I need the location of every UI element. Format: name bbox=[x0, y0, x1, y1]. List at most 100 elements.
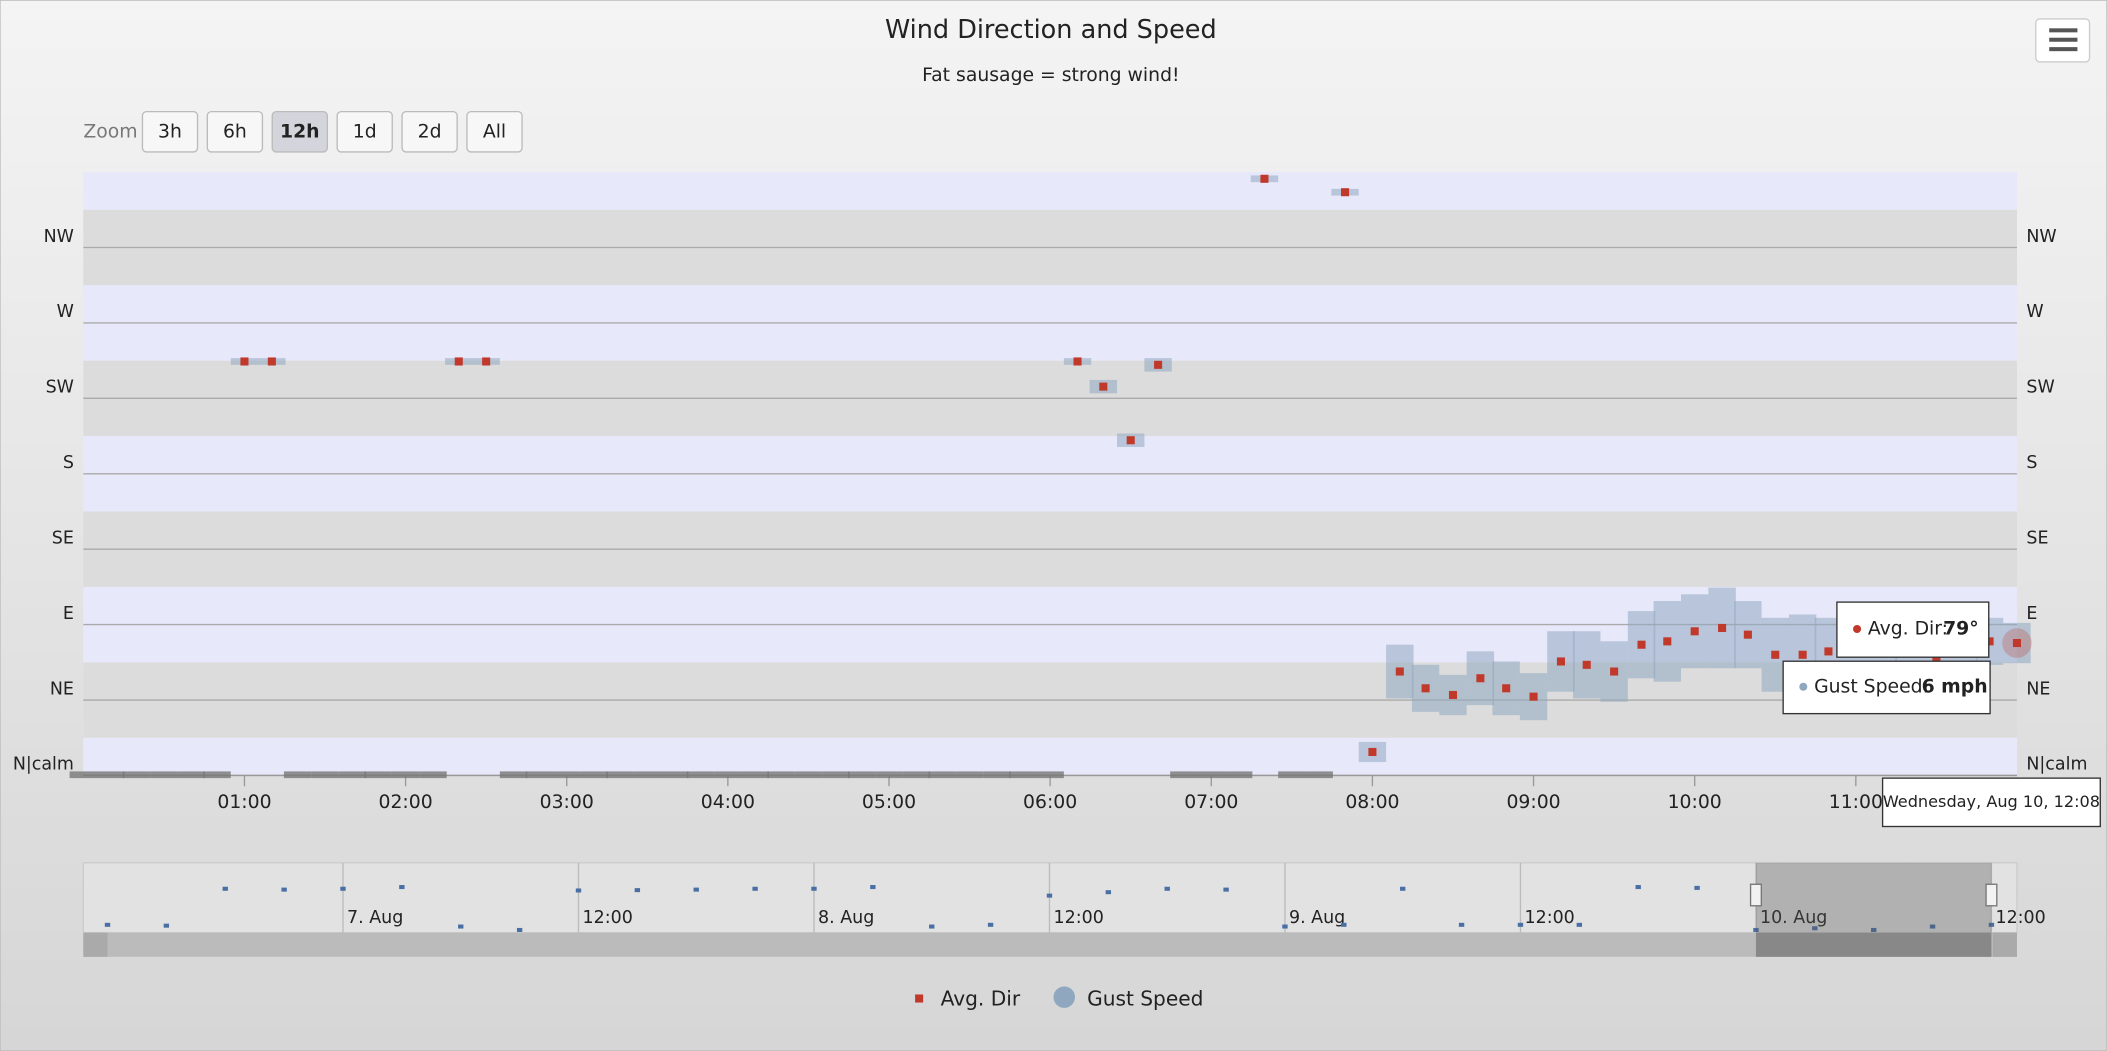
navigator-point bbox=[1400, 886, 1406, 891]
navigator-point bbox=[870, 885, 876, 890]
navigator-tick-label: 12:00 bbox=[1054, 908, 1104, 928]
navigator-point bbox=[1576, 922, 1583, 927]
navigator-point bbox=[1871, 927, 1877, 932]
calm-marker bbox=[177, 771, 205, 779]
navigator-point bbox=[811, 886, 817, 891]
zoom-button-label: 6h bbox=[223, 121, 247, 142]
dir-marker bbox=[482, 357, 491, 366]
zoom-button-label: 3h bbox=[158, 121, 182, 142]
x-tick-label: 03:00 bbox=[540, 792, 594, 813]
navigator-point bbox=[1753, 927, 1759, 932]
calm-marker bbox=[364, 771, 392, 779]
calm-marker bbox=[794, 771, 823, 779]
dir-marker bbox=[2012, 639, 2021, 648]
calm-marker bbox=[1278, 771, 1306, 779]
dir-marker bbox=[1743, 630, 1752, 639]
dir-marker bbox=[1126, 436, 1135, 445]
navigator-point bbox=[575, 888, 582, 893]
navigator-point bbox=[1341, 922, 1347, 927]
dir-marker bbox=[1260, 174, 1269, 183]
scrollbar-right[interactable] bbox=[1992, 932, 2017, 957]
dir-marker bbox=[1556, 657, 1565, 666]
dir-marker bbox=[1476, 674, 1485, 683]
dir-marker bbox=[1448, 690, 1458, 700]
dir-marker bbox=[1154, 360, 1163, 369]
dir-marker bbox=[1099, 382, 1108, 391]
navigator-point bbox=[1223, 887, 1229, 892]
calm-marker bbox=[875, 771, 903, 779]
navigator-handle[interactable] bbox=[1985, 883, 1998, 907]
dir-marker bbox=[1368, 747, 1377, 757]
navigator-handle[interactable] bbox=[1749, 883, 1762, 907]
navigator-tick-label: 8. Aug bbox=[818, 908, 874, 928]
calm-marker bbox=[822, 771, 850, 779]
calm-marker bbox=[660, 771, 689, 779]
zoom-button[interactable]: 6h bbox=[206, 110, 264, 153]
navigator-point bbox=[1458, 922, 1465, 927]
y-tick-label: N|calm bbox=[13, 755, 74, 775]
dir-marker bbox=[267, 357, 276, 366]
y2-tick-label: NE bbox=[2026, 679, 2050, 699]
navigator-point bbox=[693, 887, 699, 892]
zoom-button[interactable]: 3h bbox=[141, 110, 199, 153]
calm-marker bbox=[419, 771, 447, 779]
navigator-tick-label: 7. Aug bbox=[347, 908, 403, 928]
dir-marker bbox=[1340, 188, 1350, 197]
calm-marker bbox=[203, 771, 231, 779]
dir-marker bbox=[1798, 650, 1807, 659]
dir-marker bbox=[1610, 667, 1619, 676]
dir-marker bbox=[1932, 654, 1941, 663]
x-tick-label: 07:00 bbox=[1184, 792, 1238, 813]
x-tick-label: 06:00 bbox=[1023, 792, 1077, 813]
dir-marker bbox=[1582, 660, 1591, 669]
scrollbar-left[interactable] bbox=[83, 932, 108, 957]
calm-marker bbox=[902, 771, 931, 779]
navigator-tick-label: 12:00 bbox=[583, 908, 633, 928]
dir-marker bbox=[240, 357, 249, 366]
dir-marker bbox=[1824, 647, 1833, 656]
x-tick-label: 05:00 bbox=[862, 792, 916, 813]
zoom-button[interactable]: All bbox=[466, 110, 523, 153]
calm-marker bbox=[553, 771, 581, 779]
calm-marker bbox=[69, 771, 98, 779]
x-tick-label: 11:00 bbox=[1829, 792, 1883, 813]
legend-label[interactable]: Avg. Dir bbox=[941, 986, 1021, 1010]
y-tick-label: SE bbox=[52, 528, 74, 548]
tooltip-value: 6 mph bbox=[1922, 676, 1988, 697]
calm-marker bbox=[686, 771, 715, 779]
plot-band bbox=[83, 737, 2017, 776]
calm-marker bbox=[1197, 771, 1225, 779]
tooltip-value: 79° bbox=[1943, 618, 1979, 639]
menu-button[interactable] bbox=[2035, 18, 2091, 63]
calm-marker bbox=[1224, 771, 1253, 779]
dir-marker bbox=[454, 357, 463, 366]
y-tick-label: NW bbox=[44, 227, 74, 247]
calm-marker bbox=[122, 771, 151, 779]
calm-marker bbox=[525, 771, 554, 779]
navigator-point bbox=[281, 887, 287, 892]
zoom-button-box bbox=[271, 110, 329, 153]
y-tick-label: SW bbox=[46, 378, 74, 398]
zoom-button-box bbox=[401, 110, 458, 153]
navigator-selection bbox=[1755, 862, 1992, 933]
calm-marker bbox=[741, 771, 769, 779]
y2-tick-label: N|calm bbox=[2026, 755, 2087, 775]
calm-marker bbox=[580, 771, 608, 779]
y2-tick-label: SE bbox=[2026, 528, 2048, 548]
navigator-point bbox=[1635, 885, 1641, 890]
x-tick-label: 10:00 bbox=[1668, 792, 1722, 813]
calm-marker bbox=[338, 771, 367, 779]
tooltip-date: Wednesday, Aug 10, 12:08 bbox=[1883, 792, 2100, 811]
scrollbar-thumb[interactable] bbox=[1755, 932, 1992, 957]
zoom-button[interactable]: 1d bbox=[336, 110, 393, 153]
legend-label[interactable]: Gust Speed bbox=[1087, 986, 1203, 1010]
calm-marker bbox=[1036, 771, 1064, 779]
zoom-button[interactable]: 12h bbox=[271, 110, 329, 153]
zoom-button[interactable]: 2d bbox=[401, 110, 458, 153]
dir-marker bbox=[1771, 650, 1780, 659]
chart-subtitle: Fat sausage = strong wind! bbox=[922, 65, 1179, 86]
calm-marker bbox=[311, 771, 339, 779]
y-tick-label: S bbox=[63, 453, 74, 473]
